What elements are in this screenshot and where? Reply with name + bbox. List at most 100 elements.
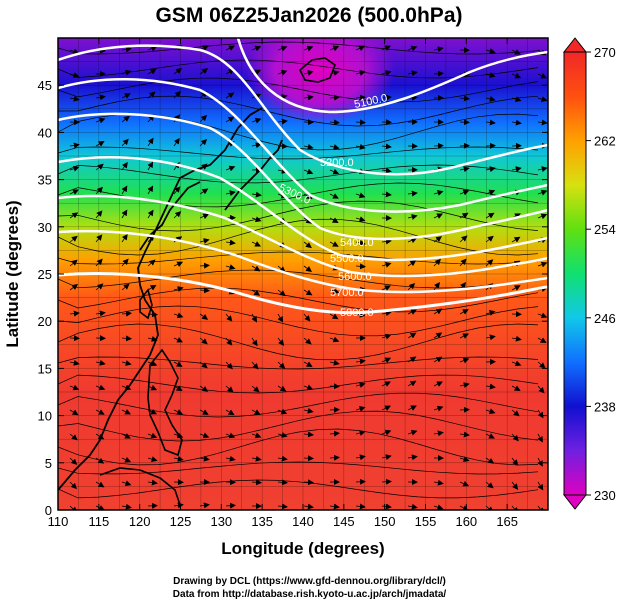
wind-arrow: [511, 119, 522, 126]
wind-arrow: [251, 117, 262, 124]
wind-arrow: [199, 502, 210, 509]
wind-arrow: [69, 142, 80, 149]
colorbar-bottom-triangle: [562, 494, 588, 510]
wind-arrow: [277, 313, 284, 323]
wind-arrow: [147, 161, 154, 171]
y-tick-label: 10: [38, 409, 52, 424]
wind-arrow: [225, 385, 234, 393]
wind-arrow: [251, 313, 257, 323]
wind-arrow: [121, 409, 132, 415]
wind-arrow: [199, 188, 209, 195]
wind-arrow: [121, 360, 132, 366]
wind-arrow: [147, 284, 157, 291]
wind-arrow: [199, 138, 208, 147]
colorbar-tick-label: 262: [594, 134, 616, 149]
streamline: [58, 218, 539, 256]
wind-arrow: [407, 70, 418, 77]
wind-arrow: [199, 287, 210, 294]
x-tick-label: 115: [88, 514, 109, 529]
height-contours: [58, 38, 548, 315]
wind-arrow: [303, 407, 314, 414]
wind-arrow: [303, 313, 311, 322]
x-tick-label: 140: [292, 514, 314, 529]
wind-arrow: [251, 265, 261, 272]
wind-arrow: [329, 241, 339, 247]
wind-arrow: [381, 285, 391, 291]
x-tick-label: 125: [170, 514, 192, 529]
wind-arrow: [121, 46, 132, 53]
wind-arrow: [147, 456, 158, 462]
wind-arrow: [173, 337, 184, 343]
streamline: [58, 374, 539, 394]
wind-arrow: [511, 236, 521, 243]
wind-arrow: [147, 91, 156, 99]
map-title: GSM 06Z25Jan2026 (500.0hPa): [155, 4, 462, 27]
wind-arrow: [407, 282, 416, 291]
wind-arrow: [459, 333, 469, 339]
wind-arrow: [69, 409, 79, 416]
wind-arrow: [173, 286, 184, 292]
wind-arrow: [225, 337, 233, 346]
wind-arrow: [537, 213, 548, 220]
wind-arrow: [329, 503, 340, 510]
wind-arrow: [407, 260, 417, 267]
wind-arrow: [251, 45, 262, 52]
wind-arrow: [537, 166, 548, 173]
wind-arrow: [251, 361, 259, 370]
wind-arrow: [147, 68, 157, 75]
wind-arrow: [121, 384, 132, 391]
wind-arrow: [485, 457, 495, 464]
wind-arrow: [537, 72, 548, 79]
contour-5600: [58, 194, 548, 278]
wind-arrow: [173, 409, 183, 415]
contour-5100: [236, 38, 548, 114]
wind-arrow: [173, 361, 183, 367]
contour-5500: [58, 156, 548, 262]
wind-arrow: [225, 361, 233, 370]
wind-arrow: [303, 143, 314, 150]
wind-arrow: [173, 211, 182, 219]
wind-arrow: [95, 481, 105, 488]
wind-arrow: [199, 432, 210, 439]
wind-arrow: [199, 313, 209, 320]
wind-arrow: [485, 166, 496, 173]
wind-arrow: [121, 161, 128, 171]
wind-arrow: [173, 455, 184, 462]
contour-5400: [58, 112, 548, 241]
wind-arrow: [407, 309, 417, 315]
wind-arrow: [329, 45, 340, 52]
wind-arrow: [69, 95, 80, 102]
wind-arrow: [459, 166, 470, 173]
wind-arrow: [407, 237, 418, 244]
wind-arrow: [199, 361, 208, 369]
wind-arrow: [381, 70, 392, 76]
y-tick-label: 30: [38, 220, 52, 235]
wind-arrow: [277, 432, 288, 438]
colorbar-tick-label: 270: [594, 45, 616, 60]
wind-arrow: [147, 360, 158, 367]
wind-arrow: [459, 309, 469, 315]
wind-arrow: [381, 478, 392, 485]
wind-arrow: [511, 457, 519, 466]
wind-arrow: [251, 409, 261, 415]
wind-arrow: [381, 503, 392, 510]
wind-arrow: [277, 118, 288, 125]
x-tick-label: 110: [48, 514, 69, 529]
y-tick-label: 15: [38, 361, 52, 376]
wind-arrow: [225, 165, 236, 172]
wind-arrow: [251, 432, 262, 439]
wind-arrow: [537, 119, 548, 126]
colorbar-top-triangle: [562, 37, 588, 53]
wind-arrow: [329, 217, 339, 223]
wind-arrow: [95, 141, 105, 147]
wind-arrow: [225, 502, 236, 509]
y-axis-ticks: 0 5 10 15 20 25 30 35 40 45: [38, 78, 548, 518]
wind-arrow: [537, 385, 545, 394]
wind-arrow: [459, 95, 470, 102]
wind-arrow: [121, 480, 132, 487]
x-axis-label: Longitude (degrees): [221, 539, 384, 558]
y-tick-label: 5: [45, 456, 52, 471]
wind-arrow: [511, 335, 522, 342]
wind-arrow: [251, 241, 261, 247]
